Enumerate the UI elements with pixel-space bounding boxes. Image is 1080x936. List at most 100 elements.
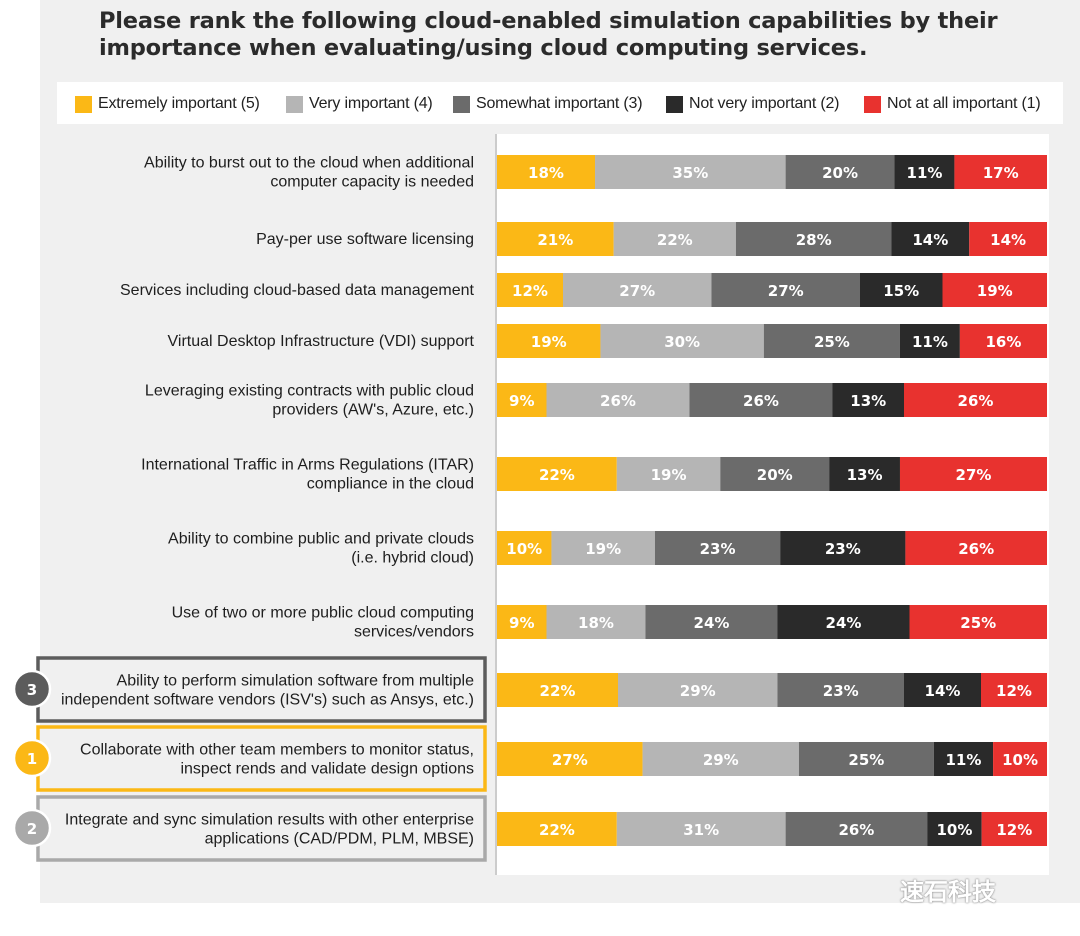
legend-item-not-at-all-important: Not at all important (1) — [864, 94, 1041, 114]
legend-swatch — [864, 95, 881, 113]
category-label: Ability to burst out to the cloud when a… — [144, 155, 474, 172]
bar-segment — [616, 812, 786, 846]
bar-segment — [798, 742, 934, 776]
bar-segment — [735, 222, 892, 256]
legend-swatch — [453, 95, 470, 113]
bar-segment — [497, 324, 601, 358]
bar-segment — [959, 324, 1047, 358]
legend-swatch — [286, 95, 303, 113]
bar-value-label: 12% — [512, 282, 548, 300]
bar-segment — [618, 673, 778, 707]
bar-value-label: 25% — [814, 333, 850, 351]
bar-value-label: 24% — [826, 614, 862, 632]
rank-badge-number: 1 — [27, 750, 37, 768]
legend-label: Very important (4) — [309, 95, 433, 112]
bar-value-label: 19% — [531, 333, 567, 351]
category-label: Ability to combine public and private cl… — [168, 531, 474, 548]
legend-item-somewhat-important: Somewhat important (3) — [453, 94, 643, 114]
legend-label: Somewhat important (3) — [476, 95, 643, 112]
bar-segment — [497, 155, 596, 189]
bar-segment — [613, 222, 736, 256]
bar-value-label: 29% — [680, 682, 716, 700]
bar-segment — [933, 742, 994, 776]
bar-value-label: 19% — [585, 540, 621, 558]
bar-value-label: 23% — [700, 540, 736, 558]
category-label: Pay-per use software licensing — [256, 231, 474, 248]
rank-frame — [36, 725, 487, 792]
bar-segment — [993, 742, 1047, 776]
category-label: Leveraging existing contracts with publi… — [145, 383, 474, 400]
bar-value-label: 22% — [539, 821, 575, 839]
category-label: computer capacity is needed — [270, 174, 474, 191]
bar-segment — [551, 531, 655, 565]
bar-value-label: 12% — [996, 682, 1032, 700]
bar-segment — [497, 383, 547, 417]
bar-segment — [777, 605, 910, 639]
category-label: compliance in the cloud — [307, 476, 474, 493]
bar-value-label: 22% — [540, 682, 576, 700]
bar-segment — [954, 155, 1047, 189]
bar-segment — [899, 457, 1047, 491]
bar-segment — [785, 812, 928, 846]
bar-value-label: 14% — [925, 682, 961, 700]
bar-segment — [969, 222, 1047, 256]
bar-value-label: 31% — [683, 821, 719, 839]
bar-value-label: 25% — [960, 614, 996, 632]
legend-label: Not at all important (1) — [887, 95, 1041, 112]
category-label: Use of two or more public cloud computin… — [172, 605, 474, 622]
bar-value-label: 11% — [912, 333, 948, 351]
bar-segment — [894, 155, 955, 189]
bar-value-label: 9% — [509, 392, 534, 410]
bar-value-label: 11% — [945, 751, 981, 769]
rank-badge-number: 3 — [27, 681, 37, 699]
category-label: inspect rends and validate design option… — [180, 761, 474, 778]
bar-value-label: 27% — [552, 751, 588, 769]
bar-segment — [904, 383, 1047, 417]
bar-segment — [689, 383, 833, 417]
bar-segment — [563, 273, 712, 307]
bar-segment — [616, 457, 721, 491]
bar-value-label: 26% — [958, 540, 994, 558]
bar-segment — [497, 673, 618, 707]
category-label: Virtual Desktop Infrastructure (VDI) sup… — [168, 333, 475, 350]
bar-segment — [497, 812, 617, 846]
bar-segment — [981, 812, 1047, 846]
bar-segment — [780, 531, 906, 565]
legend-swatch — [75, 95, 92, 113]
bar-value-label: 10% — [506, 540, 542, 558]
category-label: Integrate and sync simulation results wi… — [65, 812, 474, 829]
rank-badge — [12, 669, 52, 709]
legend-label: Extremely important (5) — [98, 95, 260, 112]
bar-value-label: 10% — [936, 821, 972, 839]
bar-value-label: 30% — [664, 333, 700, 351]
category-label: providers (AW's, Azure, etc.) — [272, 402, 474, 419]
bar-segment — [600, 324, 764, 358]
bar-value-label: 35% — [672, 164, 708, 182]
bar-segment — [777, 673, 904, 707]
bar-value-label: 21% — [537, 231, 573, 249]
category-label: Collaborate with other team members to m… — [80, 742, 474, 759]
bar-segment — [720, 457, 830, 491]
bar-value-label: 16% — [985, 333, 1021, 351]
legend-item-very-important: Very important (4) — [286, 94, 433, 114]
bar-value-label: 18% — [578, 614, 614, 632]
bar-segment — [942, 273, 1047, 307]
bar-segment — [497, 531, 552, 565]
bar-value-label: 28% — [796, 231, 832, 249]
bar-segment — [832, 383, 904, 417]
bar-value-label: 25% — [848, 751, 884, 769]
bar-value-label: 13% — [850, 392, 886, 410]
bar-segment — [497, 742, 643, 776]
bar-segment — [763, 324, 900, 358]
rank-frame — [36, 656, 487, 723]
bar-segment — [785, 155, 895, 189]
bar-value-label: 23% — [823, 682, 859, 700]
bar-segment — [904, 673, 981, 707]
legend-swatch — [666, 95, 683, 113]
category-label: Ability to perform simulation software f… — [117, 673, 475, 690]
bar-value-label: 26% — [958, 392, 994, 410]
bar-value-label: 10% — [1002, 751, 1038, 769]
bar-value-label: 14% — [912, 231, 948, 249]
bar-value-label: 26% — [838, 821, 874, 839]
